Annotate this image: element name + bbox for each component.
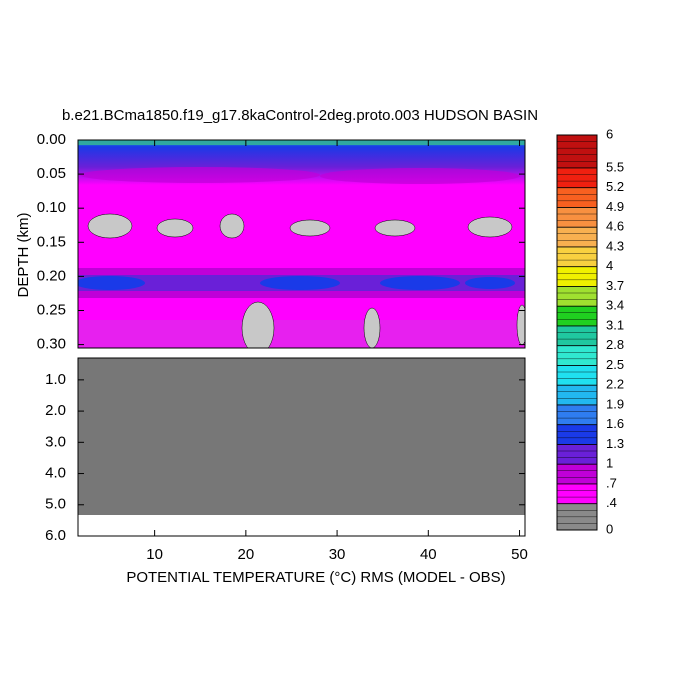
colorbar-box	[557, 464, 597, 484]
colorbar-label: 3.1	[606, 317, 624, 332]
colorbar-label: 2.8	[606, 337, 624, 352]
colorbar-box	[557, 187, 597, 208]
colorbar-label: 5.2	[606, 179, 624, 194]
colorbar-label: 4.9	[606, 199, 624, 214]
y-tick-label: 0.05	[37, 165, 66, 182]
contour-field	[78, 358, 525, 515]
colorbar-label: 5.5	[606, 159, 624, 174]
colorbar-label: .7	[606, 475, 617, 490]
colorbar-frame	[556, 134, 598, 531]
y-tick-label: 2.0	[45, 402, 66, 419]
y-tick-label: 0.20	[37, 267, 66, 284]
colorbar-label: 2.2	[606, 377, 624, 392]
colorbar-box	[557, 135, 597, 168]
y-axis-label: DEPTH (km)	[15, 213, 32, 298]
colorbar-box	[557, 365, 597, 386]
colorbar-label: 1.9	[606, 396, 624, 411]
colorbar-label: 1	[606, 456, 613, 471]
colorbar-box	[557, 345, 597, 366]
colorbar-label: 4.3	[606, 238, 624, 253]
x-tick-label: 30	[329, 546, 346, 563]
y-tick-label: 3.0	[45, 433, 66, 450]
contour-field	[78, 140, 525, 348]
plot-frame	[77, 139, 526, 349]
y-tick-label: 6.0	[45, 527, 66, 544]
colorbar-box	[557, 404, 597, 425]
y-tick-label: 4.0	[45, 465, 66, 482]
y-tick-label: 0.25	[37, 301, 66, 318]
colorbar-box	[557, 424, 597, 445]
colorbar-label: 1.6	[606, 416, 624, 431]
colorbar-label: 3.4	[606, 298, 624, 313]
colorbar-box	[557, 385, 597, 405]
x-tick-label: 20	[238, 546, 255, 563]
x-tick-label: 50	[511, 546, 528, 563]
x-tick-label: 40	[420, 546, 437, 563]
colorbar-box	[557, 266, 597, 287]
y-tick-label: 0.30	[37, 336, 66, 353]
colorbar-box	[557, 207, 597, 228]
colorbar-box	[557, 306, 597, 326]
colorbar-box	[557, 286, 597, 307]
colorbar-label: .4	[606, 495, 617, 510]
chart-title: b.e21.BCma1850.f19_g17.8kaControl-2deg.p…	[62, 107, 538, 124]
y-tick-label: 0.15	[37, 233, 66, 250]
colorbar-label: 3.7	[606, 278, 624, 293]
y-tick-label: 0.10	[37, 199, 66, 216]
colorbar-label: 4	[606, 258, 613, 273]
colorbar-box	[557, 246, 597, 267]
colorbar-label: 4.6	[606, 219, 624, 234]
x-axis-label: POTENTIAL TEMPERATURE (°C) RMS (MODEL - …	[126, 569, 505, 586]
colorbar-label: 6	[606, 126, 613, 141]
colorbar-label: 0	[606, 521, 613, 536]
y-tick-label: 0.00	[37, 131, 66, 148]
colorbar-box	[557, 167, 597, 188]
x-tick-label: 10	[146, 546, 163, 563]
colorbar-label: 2.5	[606, 357, 624, 372]
plot-frame	[77, 357, 526, 537]
y-tick-label: 5.0	[45, 496, 66, 513]
y-tick-label: 1.0	[45, 371, 66, 388]
colorbar-box	[557, 483, 597, 504]
colorbar-box	[557, 444, 597, 465]
colorbar-box	[557, 325, 597, 346]
colorbar-label: 1.3	[606, 436, 624, 451]
colorbar-box	[557, 227, 597, 247]
